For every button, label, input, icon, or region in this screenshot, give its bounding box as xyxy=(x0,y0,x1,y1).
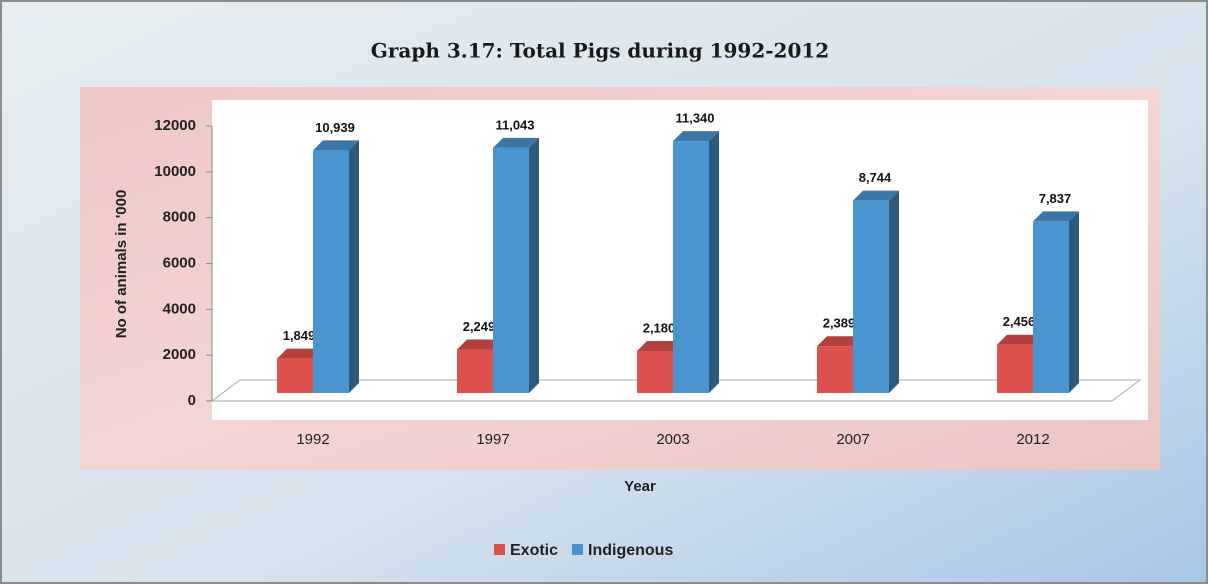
value-label: 11,340 xyxy=(675,111,714,126)
value-label: 8,744 xyxy=(859,170,892,185)
bar-top xyxy=(493,137,539,148)
bar xyxy=(493,147,529,393)
bar xyxy=(997,344,1033,393)
bar xyxy=(853,200,889,393)
value-label: 2,180 xyxy=(643,320,676,335)
bar-top xyxy=(313,140,359,151)
bar-side xyxy=(1069,211,1079,393)
bar-top xyxy=(997,334,1043,345)
x-tick-label: 2003 xyxy=(656,431,689,448)
y-tick-label: 12000 xyxy=(154,117,196,134)
y-tick-label: 8000 xyxy=(163,209,196,226)
floor xyxy=(210,379,1142,402)
y-tick-label: 2000 xyxy=(163,346,196,363)
y-tick-label: 6000 xyxy=(163,254,196,271)
value-label: 10,939 xyxy=(315,120,355,135)
y-tick-label: 0 xyxy=(188,392,196,409)
bar-side xyxy=(349,140,359,393)
bar-top xyxy=(457,339,503,350)
legend-swatch xyxy=(494,544,505,555)
value-label: 11,043 xyxy=(495,117,534,132)
bar xyxy=(1033,221,1069,393)
legend-swatch xyxy=(572,544,584,555)
bar-top xyxy=(673,131,719,142)
value-label: 2,389 xyxy=(823,316,856,331)
x-axis-label: Year xyxy=(624,478,656,495)
bar xyxy=(637,351,673,393)
x-tick-label: 2007 xyxy=(836,431,869,448)
bar-top xyxy=(817,336,863,347)
bar-top xyxy=(853,190,899,201)
legend-label: Exotic xyxy=(510,542,558,559)
legend-label: Indigenous xyxy=(588,542,673,559)
value-label: 2,249 xyxy=(463,319,496,334)
chart-title: Graph 3.17: Total Pigs during 1992-2012 xyxy=(371,39,829,63)
bar-side xyxy=(529,137,539,393)
value-label: 7,837 xyxy=(1039,191,1072,206)
bar-side xyxy=(709,131,719,393)
bar xyxy=(277,358,313,393)
y-axis-label: No of animals in '000 xyxy=(113,190,130,339)
bar-top xyxy=(277,348,323,359)
x-tick-label: 1997 xyxy=(476,431,509,448)
y-tick-label: 4000 xyxy=(163,300,196,317)
bar xyxy=(457,349,493,393)
x-tick-label: 1992 xyxy=(296,431,329,448)
value-label: 2,456 xyxy=(1003,314,1036,329)
bar xyxy=(817,346,853,393)
y-tick-label: 10000 xyxy=(154,163,196,180)
bar-side xyxy=(889,190,899,393)
bar xyxy=(673,141,709,393)
bar xyxy=(313,150,349,393)
x-tick-label: 2012 xyxy=(1016,431,1049,448)
bar-top xyxy=(1033,211,1079,222)
bar-top xyxy=(637,341,683,352)
value-label: 1,849 xyxy=(283,328,316,343)
